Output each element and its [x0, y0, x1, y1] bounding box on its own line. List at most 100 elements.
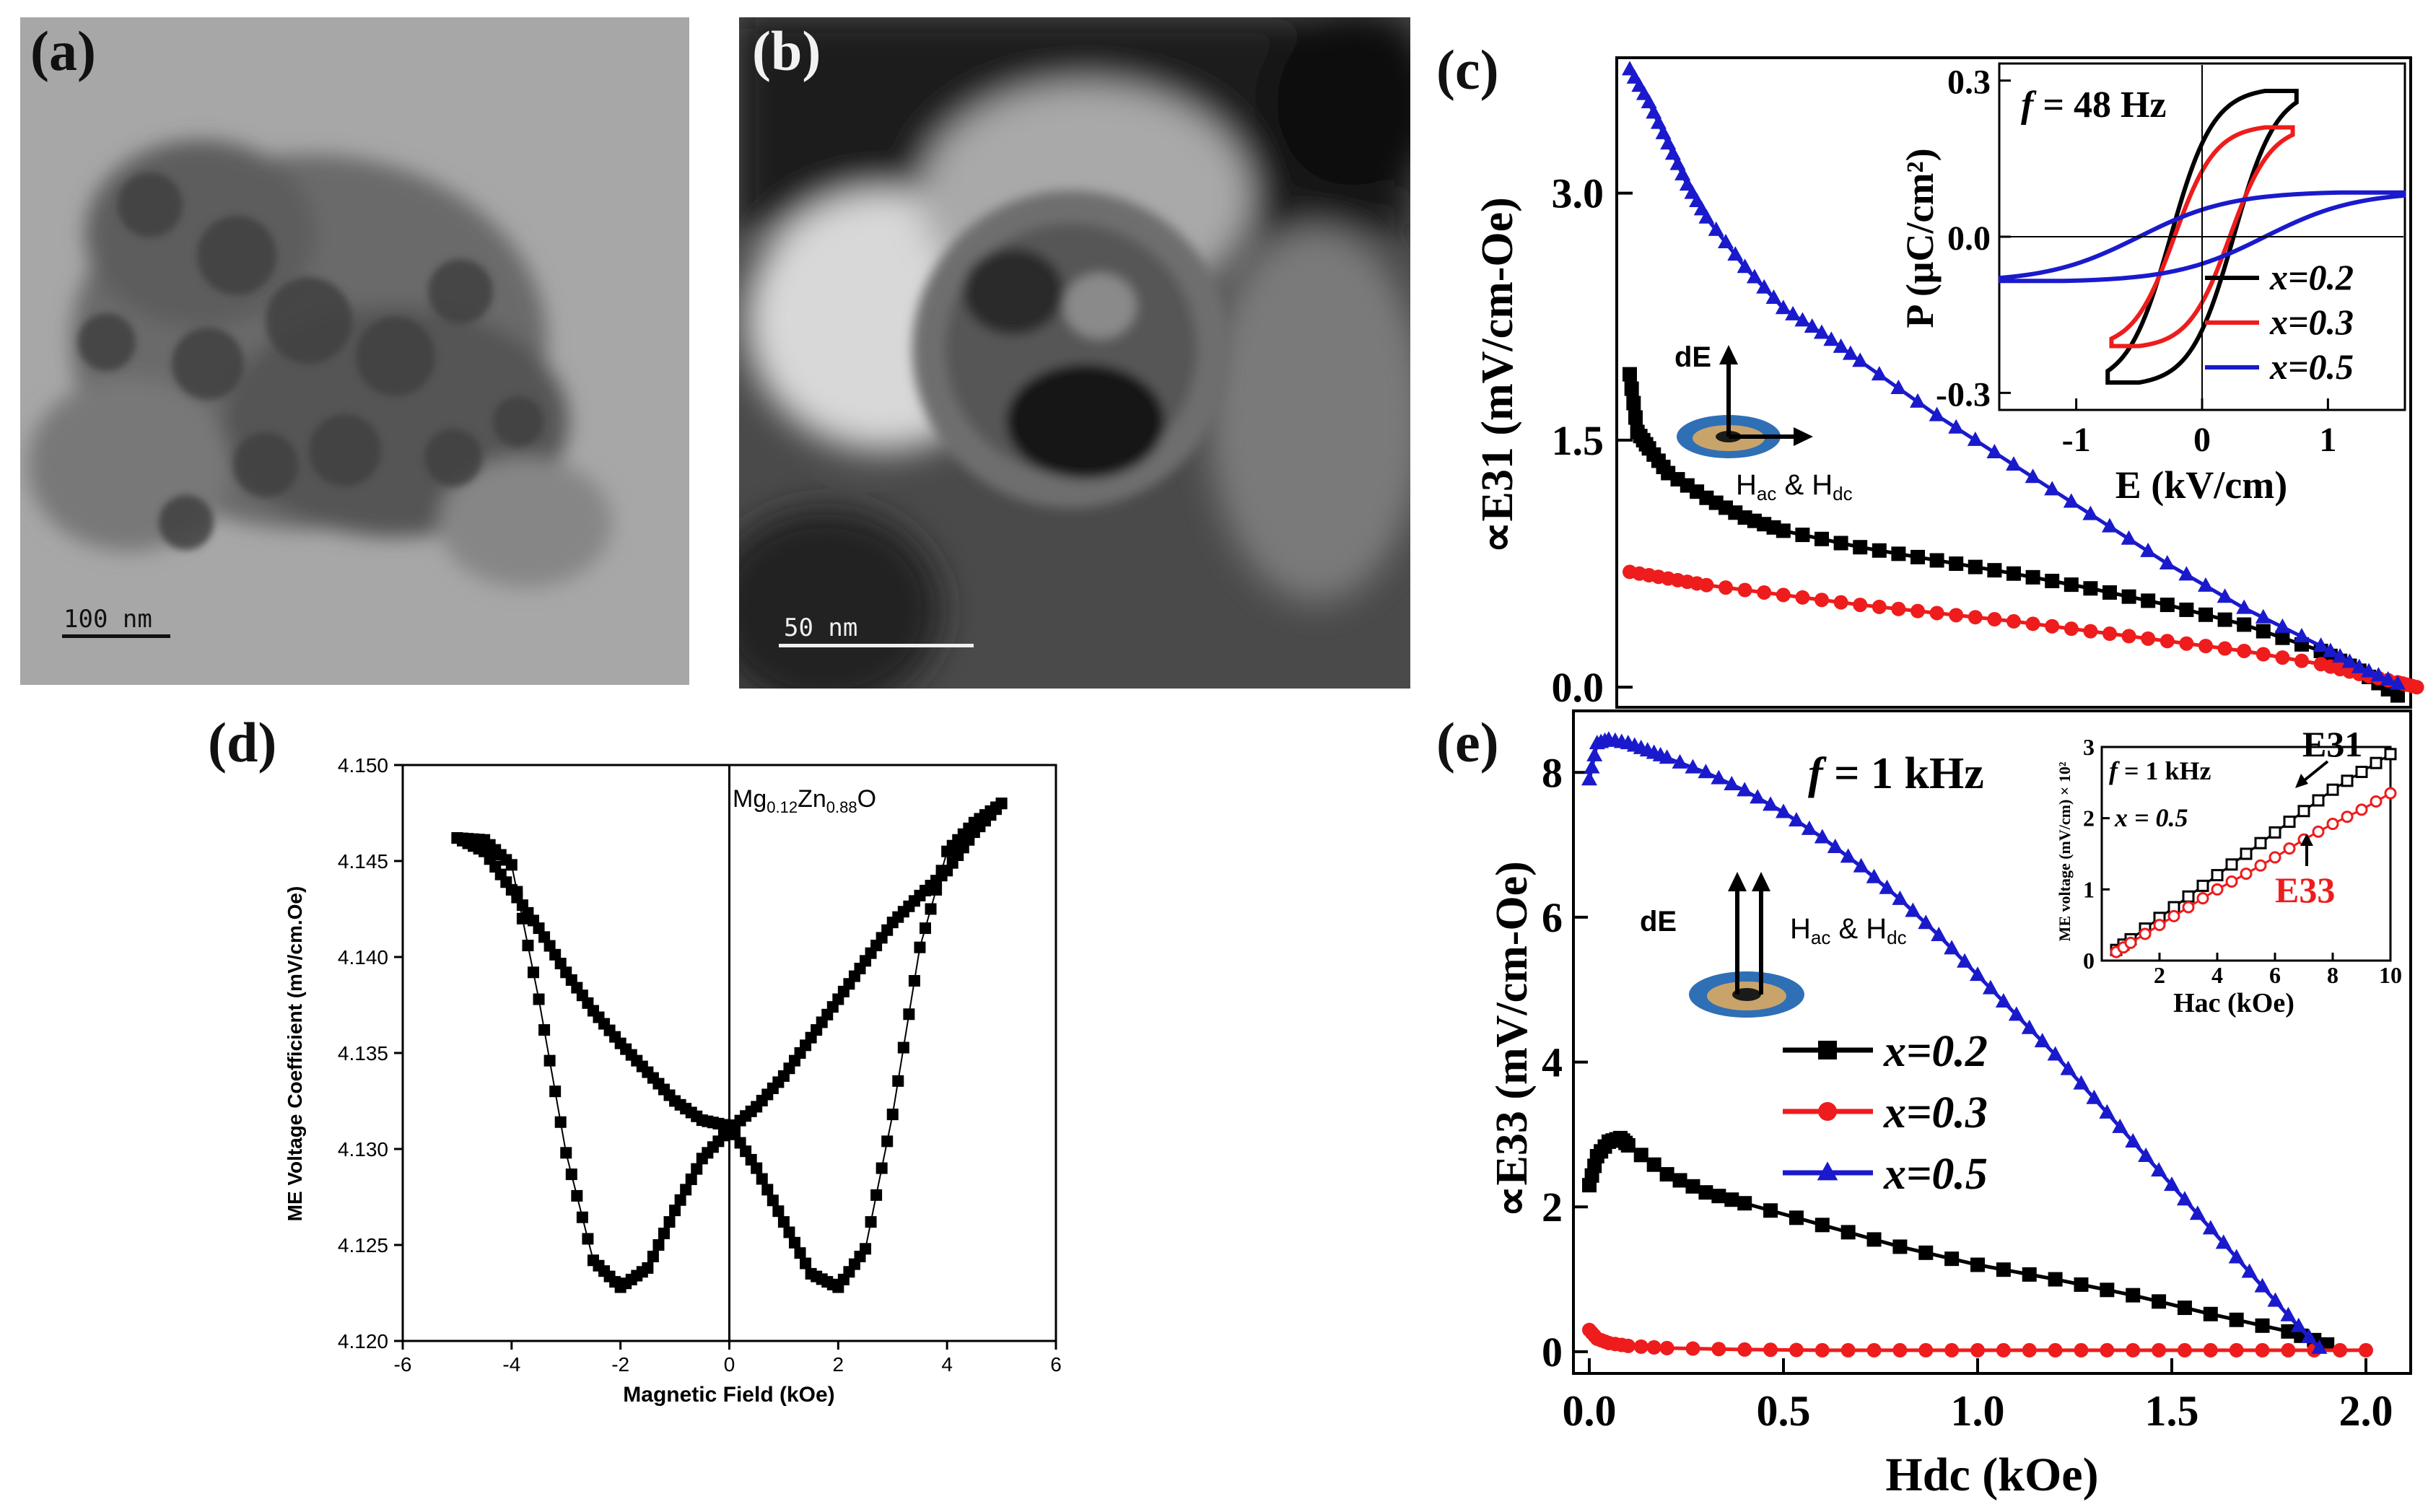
chart-c-point-x=0.5 [2063, 493, 2079, 508]
inset-e-point-E33 [2326, 818, 2339, 831]
chart-e-point-x=0.5 [2202, 1220, 2219, 1235]
inset-e-xtick-label: 8 [2327, 962, 2339, 988]
chart-c-point-x=0.5 [1804, 318, 1820, 333]
chart-e-point-x=0.2 [2229, 1312, 2244, 1327]
inset-e-point-E31 [2196, 879, 2209, 892]
de-arrowhead-e [1728, 872, 1747, 891]
chart-c-point-x=0.3 [2294, 653, 2309, 668]
chart-d: -6 -4 -2 0 2 4 6 4.150 4.145 4.140 4.135 4.130 4.125… [284, 754, 1062, 1407]
inset-e-arrowhead-e31 [2295, 774, 2308, 788]
inset-e-point-E31 [2355, 766, 2368, 779]
chart-d-point-ascending [908, 974, 920, 987]
chart-e-point-x=0.3 [1815, 1342, 1830, 1358]
chart-c-point-x=0.2 [1872, 543, 1887, 558]
chart-e-point-x=0.2 [2074, 1277, 2089, 1292]
chart-c-point-x=0.5 [1814, 324, 1830, 339]
chart-d-point-descending [582, 1233, 594, 1245]
chart-c-point-x=0.3 [1929, 606, 1944, 621]
chart-e-point-x=0.2 [1815, 1218, 1830, 1233]
chart-e-legend-label-x=0.2: x=0.2 [1883, 1027, 1988, 1076]
chart-c-point-x=0.5 [1986, 443, 2003, 458]
chart-e-xtick-label: 1.0 [1951, 1387, 2005, 1435]
chart-e-point-x=0.3 [2048, 1342, 2063, 1358]
chart-e-point-x=0.5 [1995, 992, 2012, 1008]
chart-c-point-x=0.2 [2102, 585, 2117, 600]
chart-d-point-ascending [800, 1257, 812, 1270]
chart-c-point-x=0.3 [1795, 590, 1810, 605]
chart-c-point-x=0.5 [1650, 114, 1667, 129]
chart-c-point-x=0.2 [1853, 540, 1868, 555]
chart-d-point-descending [691, 1163, 703, 1175]
chart-d-point-descending [587, 1254, 599, 1267]
chart-c-point-x=0.2 [1833, 536, 1848, 551]
chart-e-point-x=0.2 [1672, 1173, 1687, 1188]
inset-e-point-E33 [2268, 851, 2281, 864]
chart-e-point-x=0.2 [1737, 1196, 1752, 1211]
inset-c-loop-x=0.5 [1999, 190, 2406, 284]
chart-d-point-ascending [777, 1216, 790, 1228]
chart-e-point-x=0.2 [2126, 1288, 2141, 1303]
chart-d-xtick-label: 4 [941, 1353, 953, 1376]
chart-c-point-x=0.5 [1646, 104, 1662, 119]
chart-d-xtick-label: 0 [724, 1353, 735, 1376]
chart-d-point-descending [571, 1189, 583, 1202]
chart-e-ytick-label: 6 [1542, 894, 1563, 941]
chart-d-point-ascending [892, 1075, 904, 1087]
chart-c-point-x=0.5 [1727, 246, 1744, 261]
inset-e-xtick-label: 2 [2154, 962, 2165, 988]
chart-c-point-x=0.5 [2006, 456, 2022, 471]
chart-d-point-ascending [538, 931, 551, 943]
chart-c-point-x=0.5 [2322, 642, 2339, 657]
chart-c-point-x=0.5 [2217, 588, 2233, 603]
inset-c-ytick-label: 0.3 [1947, 64, 1991, 102]
chart-e-point-x=0.3 [1970, 1342, 1985, 1358]
chart-e-point-x=0.5 [2267, 1292, 2284, 1307]
inset-e-annotation-f: f = 1 kHz [2109, 756, 2211, 785]
chart-c-point-x=0.2 [1910, 549, 1925, 564]
chart-c-point-x=0.5 [2236, 599, 2253, 614]
chart-c-point-x=0.3 [2025, 616, 2040, 632]
chart-d-xtick-label: -2 [611, 1353, 629, 1376]
chart-c-point-x=0.5 [2380, 670, 2396, 686]
chart-c-point-x=0.2 [1949, 556, 1964, 572]
chart-c-point-x=0.3 [2141, 631, 2156, 646]
chart-e-point-x=0.5 [2138, 1148, 2154, 1163]
chart-e-point-x=0.3 [1646, 1340, 1661, 1355]
chart-e-point-x=0.2 [2281, 1324, 2296, 1339]
inset-e-arrowhead-e33 [2300, 834, 2313, 846]
chart-d-point-ascending [543, 940, 556, 952]
chart-c-inset: 0.3 0.0 -0.3 -1 0 1 f = 48 Hz P (μC/cm²) E (k… [1898, 62, 2406, 507]
chart-d-point-descending [680, 1184, 692, 1196]
chart-c-point-x=0.5 [1655, 124, 1672, 139]
de-label-e: dE [1640, 906, 1677, 938]
chart-c-point-x=0.3 [1757, 585, 1772, 600]
chart-e-legend-marker-x=0.5 [1817, 1161, 1838, 1181]
chart-d-ytick-label: 4.130 [338, 1138, 388, 1161]
chart-e-point-x=0.2 [1970, 1257, 1985, 1272]
chart-e-point-x=0.5 [1685, 759, 1701, 774]
chart-e-point-x=0.2 [1659, 1167, 1674, 1182]
chart-c-point-x=0.5 [2044, 481, 2061, 496]
chart-c-point-x=0.2 [1623, 367, 1637, 382]
inset-e-point-E31 [2254, 836, 2267, 849]
inset-e-background [2048, 716, 2406, 1024]
chart-e-point-x=0.5 [1957, 953, 1973, 968]
inset-e-point-E31 [2370, 756, 2383, 769]
tem-texture-b [739, 17, 1410, 689]
inset-e-point-E33 [2355, 803, 2368, 816]
chart-e-point-x=0.2 [1711, 1189, 1726, 1204]
chart-e-point-x=0.2 [1944, 1251, 1960, 1267]
chart-e-point-x=0.5 [2215, 1234, 2232, 1249]
chart-e-ytick-label: 4 [1542, 1039, 1563, 1086]
inset-e-ytick-label: 3 [2083, 734, 2095, 760]
chart-d-xtick-label: -4 [502, 1353, 520, 1376]
chart-e-point-x=0.5 [1931, 927, 1947, 942]
chart-c-ytick-label: 3.0 [1552, 170, 1604, 217]
chart-e-point-x=0.5 [2228, 1249, 2245, 1264]
chart-c-point-x=0.5 [2082, 505, 2099, 520]
panel-label-e: (e) [1436, 711, 1499, 774]
chart-e-point-x=0.3 [2281, 1342, 2296, 1358]
chart-e-point-x=0.5 [1801, 820, 1817, 835]
chart-d-point-ascending [886, 1109, 899, 1121]
chart-e-point-x=0.5 [1776, 803, 1791, 818]
